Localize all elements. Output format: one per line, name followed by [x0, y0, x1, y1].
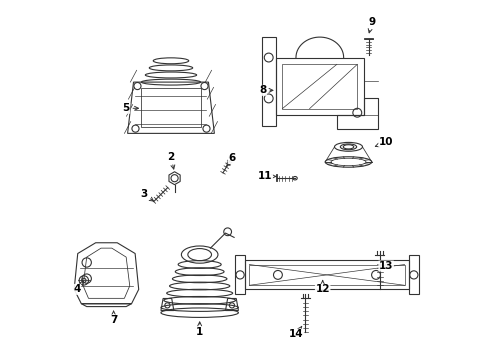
Text: 14: 14: [288, 326, 303, 339]
Text: 5: 5: [122, 103, 138, 113]
Text: 11: 11: [258, 171, 276, 181]
Text: 6: 6: [226, 153, 235, 166]
Text: 13: 13: [378, 261, 393, 271]
Text: 12: 12: [315, 280, 329, 294]
Text: 10: 10: [375, 138, 393, 147]
Text: 3: 3: [140, 189, 153, 201]
Text: 8: 8: [259, 85, 272, 95]
Text: 2: 2: [167, 152, 174, 169]
Text: 7: 7: [110, 311, 117, 325]
Text: 4: 4: [73, 281, 83, 294]
Text: 1: 1: [196, 322, 203, 337]
Text: 9: 9: [367, 17, 375, 33]
